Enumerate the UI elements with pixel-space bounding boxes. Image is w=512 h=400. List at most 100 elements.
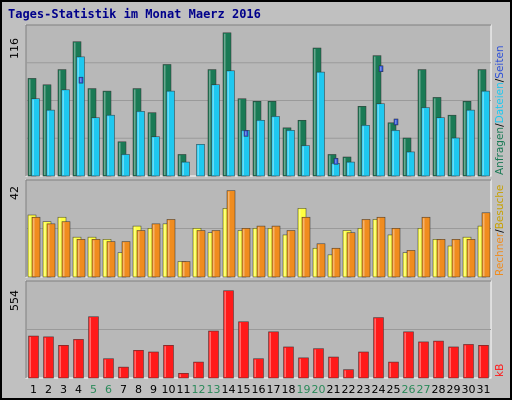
panel-2-legend: Rechner/Besuche: [494, 185, 506, 276]
day-label-28: 28: [432, 383, 446, 396]
rechner-bar-day-21-highlight: [333, 249, 335, 276]
anfragen-bar-day-27-highlight: [419, 70, 421, 175]
day-label-18: 18: [282, 383, 296, 396]
besuche-bar-day-12-highlight: [194, 229, 196, 276]
rechner-bar-day-31: [481, 212, 491, 278]
besuche-bar-day-28-highlight: [434, 240, 436, 276]
kb-bar-day-1-highlight: [29, 337, 31, 377]
legend-item-besuche: Besuche: [494, 185, 506, 230]
rechner-bar-day-20-highlight: [318, 244, 320, 276]
rechner-bar-day-4: [76, 239, 86, 278]
rechner-bar-day-14: [226, 190, 236, 278]
anfragen-bar-day-3-highlight: [59, 70, 61, 175]
kb-bar-day-19-highlight: [299, 358, 301, 377]
kb-bar-day-27-highlight: [419, 342, 421, 377]
dateien-bar-day-9: [151, 136, 160, 177]
rechner-bar-day-22-highlight: [348, 233, 350, 276]
besuche-bar-day-2-highlight: [44, 222, 46, 276]
kb-bar-day-8-highlight: [134, 351, 136, 377]
dateien-bar-day-9-highlight: [152, 137, 154, 175]
anfragen-bar-day-29-highlight: [449, 116, 451, 175]
legend-item-anfragen: Anfragen: [494, 127, 506, 175]
dateien-bar-day-6: [106, 114, 115, 177]
rechner-bar-day-27-highlight: [423, 218, 425, 276]
legend-item-: /: [494, 123, 506, 127]
day-label-22: 22: [342, 383, 356, 396]
day-label-30: 30: [462, 383, 476, 396]
dateien-bar-day-5: [91, 117, 100, 177]
day-label-8: 8: [135, 383, 142, 396]
day-label-25: 25: [387, 383, 401, 396]
rechner-bar-day-22: [346, 232, 356, 278]
kb-bar-day-13-highlight: [209, 331, 211, 377]
dateien-bar-day-8: [136, 111, 145, 177]
dateien-bar-day-11-highlight: [182, 163, 184, 175]
anfragen-bar-day-26-highlight: [404, 138, 406, 175]
kb-bar-day-11-highlight: [179, 374, 181, 377]
kb-bar-day-24-highlight: [374, 318, 376, 377]
besuche-bar-day-26-highlight: [404, 253, 406, 276]
anfragen-bar-day-19-highlight: [299, 121, 301, 175]
day-label-9: 9: [150, 383, 157, 396]
rechner-bar-day-3-highlight: [63, 222, 65, 276]
besuche-bar-day-19-highlight: [299, 209, 301, 276]
dateien-bar-day-8-highlight: [137, 112, 139, 175]
anfragen-bar-day-1-highlight: [29, 79, 31, 175]
anfragen-bar-day-14-highlight: [224, 33, 226, 175]
besuche-bar-day-4-highlight: [74, 238, 76, 276]
rechner-bar-day-24: [376, 216, 386, 278]
anfragen-bar-day-2-highlight: [44, 85, 46, 175]
rechner-bar-day-21: [331, 247, 341, 278]
kb-bar-day-25-highlight: [389, 363, 391, 377]
kb-bar-day-8: [133, 350, 144, 379]
rechner-bar-day-20: [316, 243, 326, 278]
rechner-bar-day-23-highlight: [363, 220, 365, 276]
kb-bar-day-31-highlight: [479, 346, 481, 377]
besuche-bar-day-16-highlight: [254, 229, 256, 276]
rechner-bar-day-1-highlight: [33, 218, 35, 276]
dateien-bar-day-4-highlight: [77, 57, 79, 175]
rechner-bar-day-7: [121, 241, 131, 278]
rechner-bar-day-6-highlight: [108, 242, 110, 276]
kb-bar-day-26-highlight: [404, 332, 406, 377]
kb-bar-day-30: [463, 344, 474, 379]
kb-bar-day-23-highlight: [359, 352, 361, 377]
kb-bar-day-6: [103, 358, 114, 379]
anfragen-bar-day-9-highlight: [149, 113, 151, 175]
besuche-bar-day-24-highlight: [374, 220, 376, 276]
day-label-15: 15: [237, 383, 251, 396]
rechner-bar-day-10-highlight: [168, 220, 170, 276]
kb-bar-day-17-highlight: [269, 332, 271, 377]
kb-bar-day-3: [58, 345, 69, 379]
day-label-2: 2: [45, 383, 52, 396]
anfragen-bar-day-17-highlight: [269, 102, 271, 175]
dateien-bar-day-27-highlight: [422, 108, 424, 175]
kb-bar-day-9-highlight: [149, 352, 151, 377]
rechner-bar-day-7-highlight: [123, 242, 125, 276]
kb-bar-day-26: [403, 331, 414, 379]
dateien-bar-day-24-highlight: [377, 104, 379, 175]
kb-bar-day-28-highlight: [434, 342, 436, 377]
day-label-11: 11: [177, 383, 191, 396]
rechner-bar-day-30-highlight: [468, 240, 470, 276]
besuche-bar-day-31-highlight: [479, 227, 481, 276]
rechner-bar-day-19: [301, 216, 311, 278]
kb-bar-day-25: [388, 361, 399, 379]
chart-title: Tages-Statistik im Monat Maerz 2016: [8, 7, 261, 21]
besuche-bar-day-14-highlight: [224, 209, 226, 276]
kb-bar-day-19: [298, 357, 309, 379]
rechner-bar-day-12: [196, 230, 206, 278]
dateien-bar-day-11: [181, 161, 190, 177]
seiten-bar-day-25: [393, 118, 399, 126]
kb-bar-day-15: [238, 321, 249, 379]
kb-bar-day-9: [148, 351, 159, 379]
besuche-bar-day-17-highlight: [269, 229, 271, 276]
kb-bar-day-31: [478, 345, 489, 379]
anfragen-bar-day-10-highlight: [164, 65, 166, 175]
anfragen-bar-day-22-highlight: [344, 157, 346, 175]
rechner-bar-day-18-highlight: [288, 231, 290, 276]
besuche-bar-day-15-highlight: [239, 231, 241, 276]
besuche-bar-day-30-highlight: [464, 238, 466, 276]
rechner-bar-day-6: [106, 241, 116, 278]
rechner-bar-day-9: [151, 223, 161, 278]
